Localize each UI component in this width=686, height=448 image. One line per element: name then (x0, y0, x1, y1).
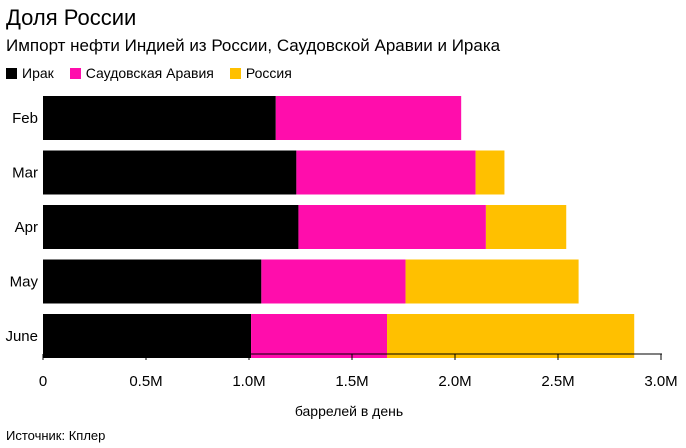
x-tick-label: 1.5M (335, 373, 368, 390)
category-label: June (5, 328, 38, 345)
bar-segment (43, 314, 252, 358)
category-label: Apr (15, 219, 38, 236)
chart-title: Доля России (6, 5, 137, 30)
bar-segment (387, 314, 635, 358)
bar-segment (275, 96, 462, 140)
legend-label-iraq: Ирак (22, 65, 54, 81)
legend: Ирак Саудовская Аравия Россия (6, 64, 308, 82)
legend-label-russia: Россия (245, 65, 292, 81)
x-tick-label: 0 (39, 373, 47, 390)
x-tick-label: 3.0M (644, 373, 677, 390)
bar-segment (43, 259, 262, 304)
chart-subtitle: Импорт нефти Индией из России, Саудовско… (6, 36, 501, 55)
x-tick-label: 2.0M (438, 373, 471, 390)
bar-segment (43, 96, 276, 140)
legend-label-saudi-arabia: Саудовская Аравия (85, 65, 214, 81)
x-tick-label: 0.5M (129, 373, 162, 390)
x-axis-ticks: 0 0.5M 1.0M 1.5M 2.0M 2.5M 3.0M (39, 354, 678, 390)
legend-swatch-russia (229, 67, 241, 79)
category-label: May (10, 274, 39, 291)
bar-segment (261, 259, 406, 304)
legend-swatch-iraq (6, 67, 17, 79)
legend-item-saudi-arabia: Саудовская Аравия (69, 64, 214, 82)
bars-group (43, 96, 635, 358)
legend-item-iraq: Ирак (6, 64, 54, 82)
x-tick-label: 2.5M (541, 373, 574, 390)
category-label: Mar (12, 165, 38, 182)
source-note: Источник: Кплер (6, 428, 106, 443)
bar-segment (43, 205, 299, 249)
bar-segment (296, 150, 476, 195)
bar-segment (298, 205, 486, 249)
bar-segment (405, 259, 579, 304)
x-tick-label: 1.0M (232, 373, 265, 390)
bar-segment (475, 150, 505, 195)
bar-segment (251, 314, 388, 358)
bar-segment (43, 150, 297, 195)
x-axis-title: баррелей в день (295, 403, 403, 419)
category-label: Feb (12, 110, 38, 127)
bar-segment (485, 205, 567, 249)
category-labels: Feb Mar Apr May June (5, 110, 38, 345)
legend-item-russia: Россия (229, 64, 292, 82)
legend-swatch-saudi-arabia (69, 67, 81, 79)
